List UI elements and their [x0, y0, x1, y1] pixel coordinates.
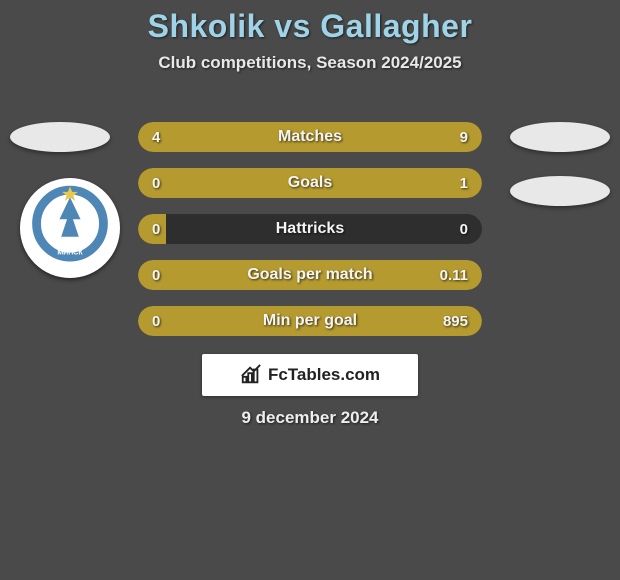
right-team-logo-placeholder-2 [510, 176, 610, 206]
right-team-logo-placeholder-1 [510, 122, 610, 152]
bar-label: Goals per match [138, 260, 482, 290]
club-badge: МИНСК [20, 178, 120, 278]
stat-bar: 0Min per goal895 [138, 306, 482, 336]
chart-icon [240, 364, 262, 386]
bar-value-right: 0.11 [440, 260, 468, 290]
comparison-bars: 4Matches90Goals10Hattricks00Goals per ma… [138, 122, 482, 352]
dinamo-badge-icon: МИНСК [26, 184, 114, 272]
page-subtitle: Club competitions, Season 2024/2025 [0, 53, 620, 73]
stat-bar: 0Goals1 [138, 168, 482, 198]
stat-bar: 0Hattricks0 [138, 214, 482, 244]
bar-value-right: 895 [443, 306, 468, 336]
bar-value-right: 9 [460, 122, 468, 152]
bar-value-right: 1 [460, 168, 468, 198]
brand-text: FcTables.com [268, 365, 380, 385]
page-title: Shkolik vs Gallagher [0, 0, 620, 45]
left-team-logo-placeholder [10, 122, 110, 152]
brand-watermark: FcTables.com [202, 354, 418, 396]
bar-label: Min per goal [138, 306, 482, 336]
snapshot-date: 9 december 2024 [0, 408, 620, 428]
stat-bar: 0Goals per match0.11 [138, 260, 482, 290]
bar-value-right: 0 [460, 214, 468, 244]
bar-label: Hattricks [138, 214, 482, 244]
bar-label: Goals [138, 168, 482, 198]
stat-bar: 4Matches9 [138, 122, 482, 152]
svg-text:МИНСК: МИНСК [57, 249, 83, 256]
bar-label: Matches [138, 122, 482, 152]
